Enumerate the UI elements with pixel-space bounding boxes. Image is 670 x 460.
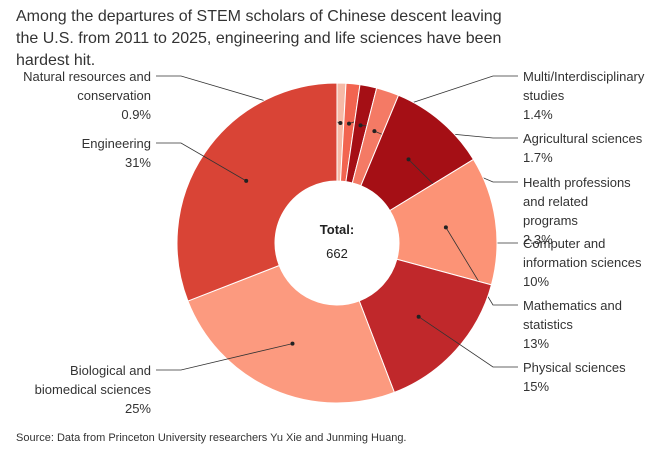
- leader-line: [445, 227, 518, 306]
- center-label: Total:: [320, 222, 354, 237]
- leader-line: [156, 343, 293, 371]
- slice-label: Agricultural sciences 1.7%: [523, 129, 663, 167]
- category-label: Natural resources and conservation: [23, 69, 151, 103]
- donut-slice: [176, 82, 338, 302]
- leader-dot: [290, 341, 295, 346]
- value-label: 15%: [523, 379, 550, 394]
- slice-label: Computer and information sciences 10%: [523, 234, 649, 291]
- leader-dot: [347, 121, 352, 126]
- slice-label: Health professions and related programs 2…: [523, 173, 641, 249]
- source-note: Source: Data from Princeton University r…: [16, 432, 407, 444]
- slice-label: Multi/Interdisciplinary studies 1.4%: [523, 67, 663, 124]
- donut-slice: [389, 158, 498, 286]
- donut-slice: [187, 264, 395, 404]
- value-label: 10%: [523, 274, 550, 289]
- category-label: Multi/Interdisciplinary studies: [523, 69, 645, 103]
- slice-label: Engineering 31%: [21, 134, 151, 172]
- category-label: Mathematics and statistics: [523, 298, 622, 332]
- leader-dot: [244, 178, 249, 183]
- category-label: Physical sciences: [523, 360, 626, 375]
- value-label: 25%: [124, 401, 151, 416]
- value-label: 31%: [124, 155, 151, 170]
- value-label: 2.3%: [523, 232, 553, 247]
- category-label: Health professions and related programs: [523, 175, 631, 228]
- leader-dot: [358, 123, 363, 128]
- leader-line: [418, 316, 518, 368]
- donut-slice: [358, 258, 493, 394]
- leader-dot: [406, 157, 411, 162]
- value-label: 13%: [523, 336, 550, 351]
- category-label: Biological and biomedical sciences: [34, 363, 151, 397]
- chart-title: Among the departures of STEM scholars of…: [16, 8, 502, 69]
- category-label: Engineering: [81, 136, 151, 151]
- leader-line: [156, 142, 247, 182]
- slice-label: Biological and biomedical sciences 25%: [21, 361, 151, 418]
- value-label: 1.7%: [523, 150, 553, 165]
- leader-dot: [372, 129, 377, 134]
- leader-dot: [338, 121, 343, 126]
- slice-label: Physical sciences 15%: [523, 358, 653, 396]
- category-label: Agricultural sciences: [523, 131, 643, 146]
- slice-label: Natural resources and conservation 0.9%: [1, 67, 151, 124]
- category-label: Computer and information sciences: [523, 236, 642, 270]
- leader-dot: [416, 314, 421, 319]
- value-label: 0.9%: [121, 107, 151, 122]
- slice-label: Mathematics and statistics 13%: [523, 296, 638, 353]
- value-label: 1.4%: [523, 107, 553, 122]
- center-value: 662: [326, 246, 348, 261]
- leader-dot: [443, 225, 448, 230]
